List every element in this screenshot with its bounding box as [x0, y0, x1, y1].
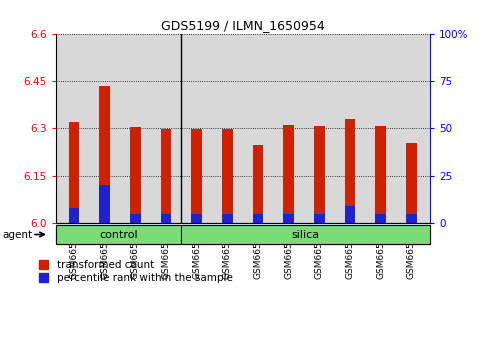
Bar [191, 213, 202, 223]
Bar [284, 213, 294, 223]
Bar [375, 213, 386, 223]
Text: silica: silica [292, 229, 320, 240]
Bar [161, 213, 171, 223]
Text: agent: agent [3, 229, 33, 240]
Bar [69, 122, 79, 223]
Bar [181, 225, 430, 244]
Bar [406, 143, 417, 223]
Bar [345, 206, 355, 223]
Bar [69, 208, 79, 223]
Bar [191, 129, 202, 223]
Bar [345, 120, 355, 223]
Title: GDS5199 / ILMN_1650954: GDS5199 / ILMN_1650954 [161, 19, 325, 33]
Bar [222, 129, 233, 223]
Bar [314, 213, 325, 223]
Bar [253, 213, 263, 223]
Legend: transformed count, percentile rank within the sample: transformed count, percentile rank withi… [39, 260, 233, 283]
Bar [56, 225, 181, 244]
Bar [406, 213, 417, 223]
Bar [99, 185, 110, 223]
Bar [222, 213, 233, 223]
Bar [314, 126, 325, 223]
Bar [99, 86, 110, 223]
Bar [253, 145, 263, 223]
Bar [130, 213, 141, 223]
Bar [284, 125, 294, 223]
Bar [375, 126, 386, 223]
Bar [161, 129, 171, 223]
Text: control: control [99, 229, 138, 240]
Bar [130, 127, 141, 223]
